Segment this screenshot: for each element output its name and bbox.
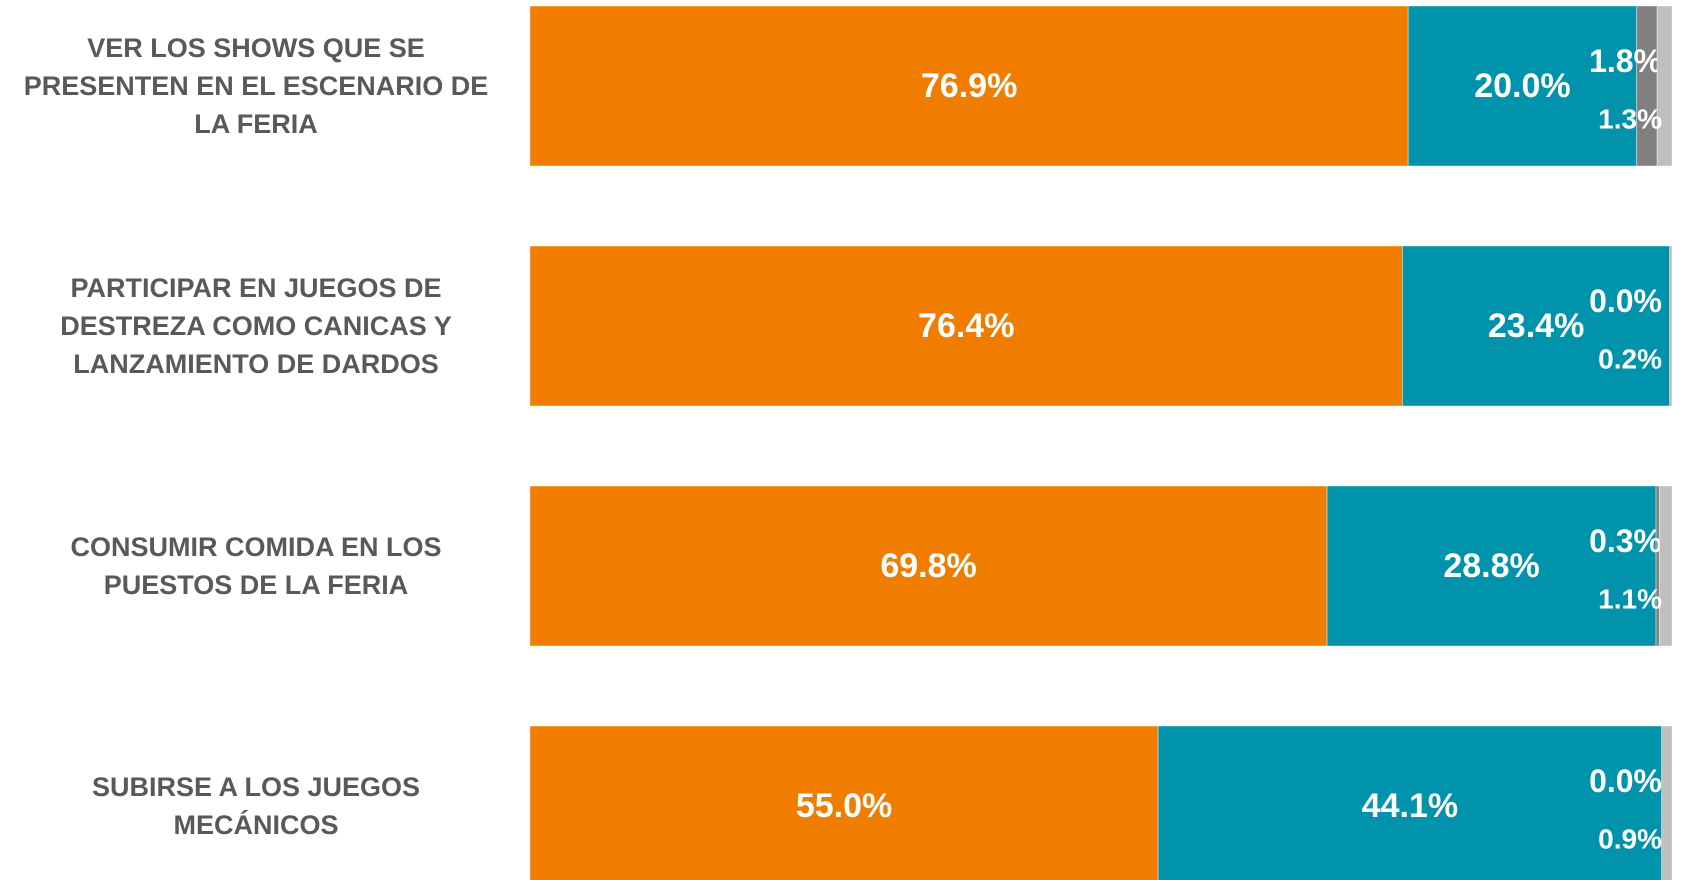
value-label: 0.2% — [1598, 344, 1662, 375]
value-label: 0.0% — [1589, 283, 1662, 319]
bar-segment — [1656, 5, 1673, 167]
bar-segment — [1326, 485, 1657, 647]
category-label: SUBIRSE A LOS JUEGOS MECÁNICOS — [91, 772, 421, 840]
bar-segment — [1669, 245, 1673, 407]
value-label: 55.0% — [796, 787, 892, 825]
bar-segment — [529, 5, 1409, 167]
category-label: CONSUMIR COMIDA EN LOS PUESTOS DE LA FER… — [70, 532, 442, 600]
value-label: 1.3% — [1598, 104, 1662, 135]
category-label: VER LOS SHOWS QUE SE PRESENTEN EN EL ESC… — [23, 33, 489, 139]
category-label: PARTICIPAR EN JUEGOS DE DESTREZA COMO CA… — [60, 273, 452, 379]
value-label: 23.4% — [1488, 307, 1584, 345]
bar-segment — [1401, 245, 1671, 407]
bar-segment — [1658, 485, 1673, 647]
value-label: 28.8% — [1443, 547, 1539, 585]
value-label: 0.9% — [1598, 824, 1662, 855]
value-label: 76.4% — [918, 307, 1014, 345]
value-label: 69.8% — [880, 547, 976, 585]
bar-segment — [1661, 725, 1673, 880]
bar-segment — [1636, 5, 1658, 167]
value-label: 44.1% — [1362, 787, 1458, 825]
value-label: 20.0% — [1474, 67, 1570, 105]
bar-segment — [1655, 485, 1660, 647]
value-label: 0.3% — [1589, 523, 1662, 559]
value-label: 1.8% — [1589, 43, 1662, 79]
value-label: 1.1% — [1598, 584, 1662, 615]
bar-segment — [1407, 5, 1638, 167]
bar-segment — [529, 725, 1159, 880]
bar-segment — [529, 485, 1328, 647]
bar-segment — [529, 245, 1403, 407]
bar-segment — [1157, 725, 1663, 880]
value-label: 0.0% — [1589, 763, 1662, 799]
value-label: 76.9% — [921, 67, 1017, 105]
